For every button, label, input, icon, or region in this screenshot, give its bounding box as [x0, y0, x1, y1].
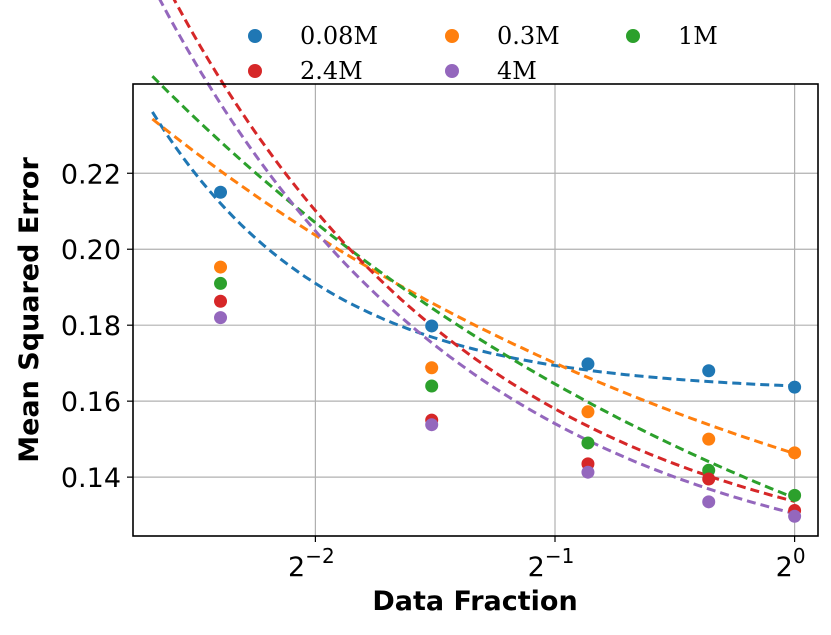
point-1M	[788, 488, 802, 502]
legend-label-1M: 1M	[678, 22, 718, 50]
point-4M	[425, 418, 439, 432]
point-2.4M	[702, 472, 716, 486]
legend-marker-4M	[445, 64, 459, 78]
legend-marker-1M	[626, 29, 640, 43]
fit-line-0.3M	[151, 117, 796, 456]
legend-marker-0.08M	[248, 29, 262, 43]
point-0.3M	[788, 446, 802, 460]
point-4M	[581, 465, 595, 479]
x-tick-label: 2−2	[288, 544, 335, 583]
legend-marker-0.3M	[445, 29, 459, 43]
x-axis-label: Data Fraction	[372, 586, 577, 617]
point-0.3M	[702, 432, 716, 446]
y-tick-label: 0.14	[61, 463, 121, 494]
point-0.08M	[788, 380, 802, 394]
legend: 0.08M 0.3M 1M 2.4M 4M	[248, 22, 718, 85]
y-axis-label: Mean Squared Error	[14, 157, 45, 463]
point-0.3M	[581, 405, 595, 419]
y-tick-label: 0.20	[61, 235, 121, 266]
plot-frame	[132, 83, 819, 537]
y-axis-ticks: 0.14 0.16 0.18 0.20 0.22	[61, 159, 133, 494]
data-points	[214, 185, 802, 523]
x-tick-label: 20	[776, 544, 806, 583]
fit-line-0.08M	[151, 111, 795, 388]
x-tick-label: 2−1	[528, 544, 575, 583]
fit-line-1M	[151, 75, 796, 500]
point-4M	[702, 495, 716, 509]
legend-label-0.08M: 0.08M	[300, 22, 378, 50]
fit-line-4M	[158, 0, 795, 516]
point-0.08M	[425, 319, 439, 333]
y-tick-label: 0.16	[61, 387, 121, 418]
legend-marker-2.4M	[248, 64, 262, 78]
point-1M	[425, 379, 439, 393]
point-1M	[581, 436, 595, 450]
fit-line-2.4M	[172, 0, 795, 503]
x-axis-ticks: 2−2 2−1 20	[288, 536, 806, 583]
fit-lines	[151, 0, 796, 516]
point-0.08M	[581, 357, 595, 371]
legend-label-0.3M: 0.3M	[497, 22, 560, 50]
point-1M	[214, 276, 228, 290]
y-tick-label: 0.22	[61, 159, 121, 190]
point-0.3M	[425, 361, 439, 375]
y-tick-label: 0.18	[61, 311, 121, 342]
point-2.4M	[214, 294, 228, 308]
point-0.3M	[214, 260, 228, 274]
point-4M	[788, 509, 802, 523]
point-4M	[214, 311, 228, 325]
legend-label-2.4M: 2.4M	[300, 57, 363, 85]
legend-label-4M: 4M	[497, 57, 537, 85]
point-0.08M	[702, 364, 716, 378]
point-0.08M	[214, 185, 228, 199]
